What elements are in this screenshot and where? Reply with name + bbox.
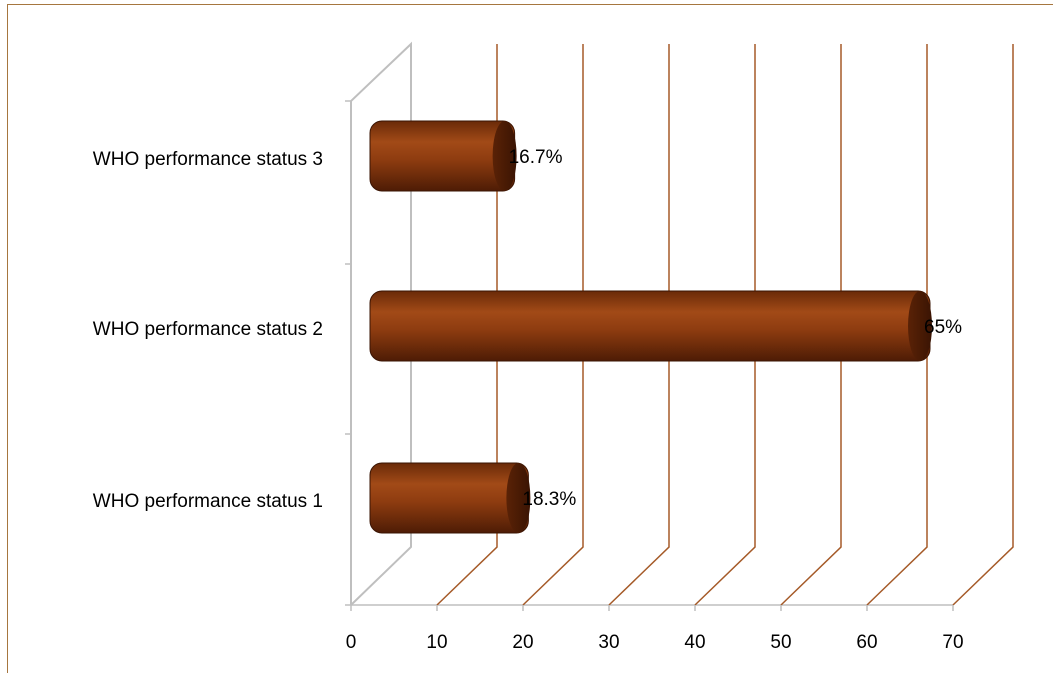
bar-end-cap-2 — [908, 291, 932, 361]
gridline-40 — [694, 44, 756, 606]
gridline-60 — [866, 44, 928, 606]
label-layer: 0 10 20 30 40 50 60 70 18.3% WHO performance stat… — [93, 147, 964, 653]
grid-layer — [345, 41, 1014, 611]
bar-1 — [369, 462, 529, 534]
data-label-3: 16.7% — [509, 147, 563, 168]
bar-end-cap-1 — [506, 463, 531, 533]
gridline-20 — [522, 44, 584, 606]
gridline-30 — [608, 44, 670, 606]
chart-frame — [7, 4, 1053, 673]
x-tick-label: 60 — [856, 632, 877, 653]
x-tick-label: 40 — [684, 632, 705, 653]
category-label-1: WHO performance status 1 — [93, 491, 323, 512]
data-label-1: 18.3% — [522, 489, 576, 510]
left-wall — [350, 41, 412, 606]
x-tick-label: 0 — [346, 632, 357, 653]
x-tick-label: 50 — [770, 632, 791, 653]
category-label-3: WHO performance status 3 — [93, 149, 323, 170]
data-label-2: 65% — [924, 317, 962, 338]
x-tick-label: 20 — [512, 632, 533, 653]
x-tick-label: 10 — [426, 632, 447, 653]
bar-end-cap-3 — [492, 121, 517, 191]
bar-2 — [369, 290, 931, 362]
category-label-2: WHO performance status 2 — [93, 319, 323, 340]
bar-layer — [369, 120, 932, 534]
x-tick-label: 70 — [942, 632, 963, 653]
gridline-10 — [436, 44, 498, 606]
gridline-50 — [780, 44, 842, 606]
x-tick-label: 30 — [598, 632, 619, 653]
gridline-70 — [952, 44, 1014, 606]
